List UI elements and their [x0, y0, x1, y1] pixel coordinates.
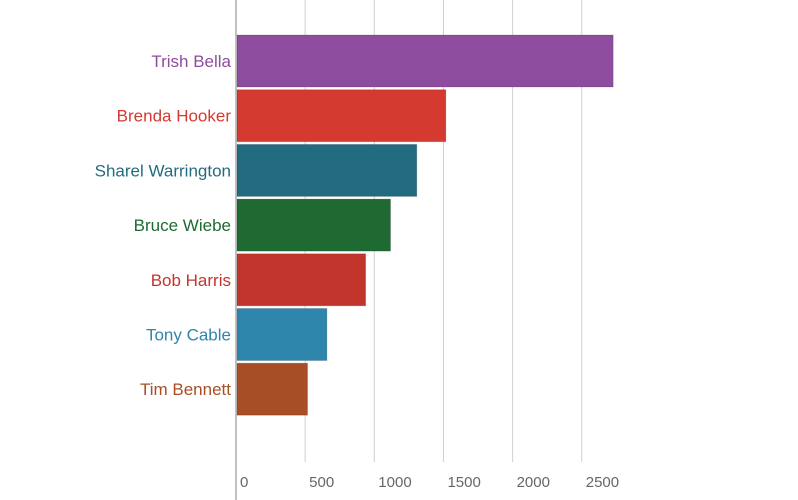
x-tick-label: 500	[309, 474, 334, 491]
bar-edge	[236, 253, 367, 307]
x-tick-label: 2000	[517, 474, 550, 491]
category-label: Sharel Warrington	[95, 161, 231, 180]
x-tick-labels: 0 500 1000 1500 2000 2500	[240, 474, 619, 491]
category-label: Bob Harris	[151, 271, 231, 290]
category-label: Brenda Hooker	[117, 107, 232, 126]
bars	[236, 34, 614, 416]
bar	[237, 308, 327, 361]
bar	[237, 35, 614, 87]
x-tick-label: 2500	[586, 474, 619, 491]
x-tick-label: 1500	[447, 474, 480, 491]
category-label: Bruce Wiebe	[134, 216, 231, 235]
category-label: Tony Cable	[146, 326, 231, 345]
bar	[237, 89, 446, 142]
category-label: Tim Bennett	[140, 380, 231, 399]
bar	[237, 253, 366, 306]
bar-edge	[236, 198, 392, 252]
bar-edge	[236, 308, 328, 361]
bar-edge	[236, 34, 614, 88]
bar-edge	[236, 89, 447, 143]
category-labels: Trish Bella Brenda Hooker Sharel Warringto…	[95, 52, 232, 399]
bar-edge	[236, 362, 309, 416]
bar	[237, 199, 391, 252]
x-tick-label: 0	[240, 474, 248, 491]
bar	[237, 363, 308, 416]
x-tick-label: 1000	[378, 474, 411, 491]
bar-edge	[236, 143, 418, 197]
bar	[237, 144, 417, 197]
category-label: Trish Bella	[151, 52, 231, 71]
